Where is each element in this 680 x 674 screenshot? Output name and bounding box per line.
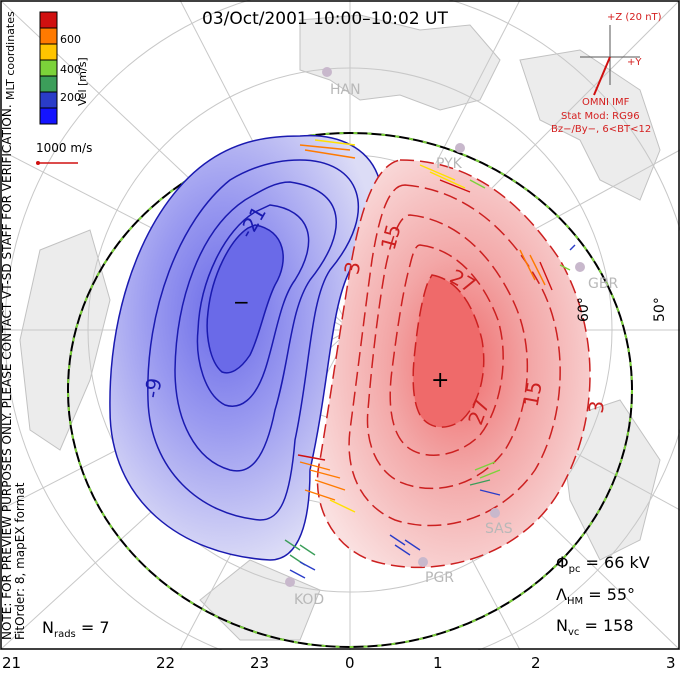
cross-polar-potential: Φpc = 66 kV xyxy=(556,553,650,575)
station-pgr: PGR xyxy=(425,570,455,586)
mlt-tick-23: 23 xyxy=(250,654,270,672)
phi-symbol: Φ xyxy=(556,553,569,572)
imf-z-label: +Z (20 nT) xyxy=(607,12,662,23)
potential-minimum-marker: − xyxy=(233,290,250,314)
preview-note: NOTE: FOR PREVIEW PURPOSES ONLY. PLEASE … xyxy=(0,104,14,640)
colorbar xyxy=(39,11,58,125)
contour-label-neg9: -9 xyxy=(139,376,167,400)
nvc-subscript: vc xyxy=(567,627,580,639)
fit-order-note: FitOrder: 8, mapEX format xyxy=(13,482,27,640)
nrads-subscript: rads xyxy=(53,629,76,641)
imf-condition-label: Bz−/By−, 6<BT<12 xyxy=(551,124,652,135)
phi-value: = 66 kV xyxy=(580,553,650,572)
mlt-tick-2: 2 xyxy=(531,654,541,672)
mlt-tick-21: 21 xyxy=(2,654,22,672)
mlt-tick-3: 3 xyxy=(666,654,676,672)
lambda-symbol: Λ xyxy=(556,585,567,604)
colorbar-tick-200: 200 xyxy=(60,91,81,104)
contour-label-3b: 3 xyxy=(583,399,609,415)
nvc-symbol: N xyxy=(556,616,568,635)
latitude-label-60: 60° xyxy=(576,297,592,322)
station-han: HAN xyxy=(330,82,361,98)
station-sas: SAS xyxy=(485,521,513,537)
mlt-tick-1: 1 xyxy=(433,654,443,672)
velocity-vectors xyxy=(284,139,576,579)
station-pyk: PYK xyxy=(436,156,462,172)
mlt-tick-0: 0 xyxy=(345,654,355,672)
station-gbr: GBR xyxy=(588,276,619,292)
phi-subscript: pc xyxy=(568,564,581,576)
mlt-coordinates-label: MLT coordinates xyxy=(4,11,17,100)
colorbar-tick-400: 400 xyxy=(60,63,81,76)
colorbar-title: Vel [m/s] xyxy=(76,57,89,106)
vector-count: Nvc = 158 xyxy=(556,616,634,638)
page-title: 03/Oct/2001 10:00–10:02 UT xyxy=(202,9,448,29)
mlt-tick-22: 22 xyxy=(156,654,176,672)
potential-maximum-marker: + xyxy=(431,368,450,393)
positive-potential-cell xyxy=(316,159,591,569)
station-markers xyxy=(285,67,585,587)
radar-count: Nrads = 7 xyxy=(42,618,110,640)
contour-label-15b: 15 xyxy=(518,379,547,409)
lambda-value: = 55° xyxy=(583,585,636,604)
scale-vector-icon xyxy=(36,161,78,165)
lambda-subscript: HM xyxy=(566,596,584,608)
imf-dial-icon xyxy=(580,25,640,96)
colorbar-tick-600: 600 xyxy=(60,33,81,46)
nrads-symbol: N xyxy=(42,618,54,637)
hm-latitude: ΛHM = 55° xyxy=(556,585,635,607)
station-kod: KOD xyxy=(294,592,325,608)
latitude-label-50: 50° xyxy=(652,297,668,322)
imf-title: OMNI IMF xyxy=(582,97,630,108)
nvc-value: = 158 xyxy=(579,616,634,635)
scale-vector-label: 1000 m/s xyxy=(36,141,93,155)
imf-y-label: +Y xyxy=(627,57,642,68)
nrads-value: = 7 xyxy=(75,618,110,637)
stat-model-label: Stat Mod: RG96 xyxy=(561,111,640,122)
